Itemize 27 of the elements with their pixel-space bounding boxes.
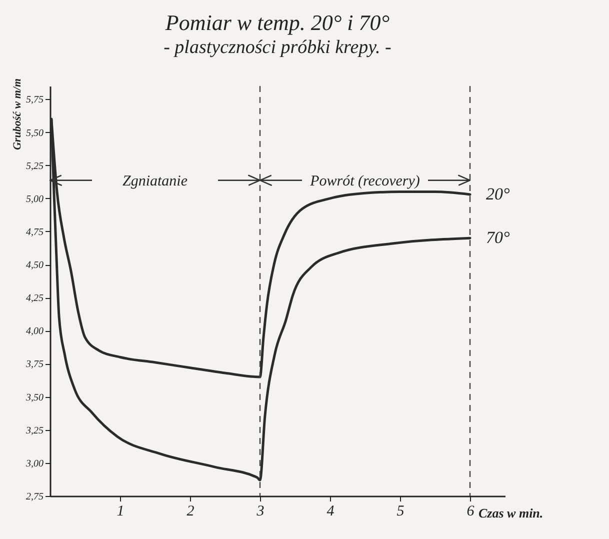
y-tick-label: 4,00 <box>26 326 44 338</box>
annotation: Powrót (recovery) <box>309 173 420 190</box>
y-tick-label: 3,50 <box>25 392 44 404</box>
y-tick-label: 4,75 <box>26 226 44 238</box>
y-tick-label: 5,25 <box>26 160 44 172</box>
y-tick-label: 5,00 <box>26 194 44 205</box>
x-tick-label: 5 <box>396 504 405 520</box>
y-tick-label: 2,75 <box>26 492 44 502</box>
x-axis-title: Czas w min. <box>478 506 544 520</box>
y-tick-label: 5,75 <box>26 94 44 106</box>
annotation: Zgniatanie <box>122 173 188 190</box>
series-label: 70° <box>486 228 510 248</box>
x-tick-label: 1 <box>116 504 124 520</box>
y-axis-title: Grubość w m/m <box>12 78 24 150</box>
x-tick-label: 4 <box>326 504 335 520</box>
chart-subtitle: - plastyczności próbki krepy. - <box>164 37 392 58</box>
x-tick-label: 6 <box>466 504 475 520</box>
x-tick-label: 3 <box>256 504 264 520</box>
y-tick-label: 3,00 <box>25 458 44 470</box>
y-tick-label: 3,75 <box>25 359 44 370</box>
y-tick-label: 4,50 <box>26 260 44 272</box>
chart-title: Pomiar w temp. 20° i 70° <box>164 10 390 35</box>
y-tick-label: 3,25 <box>25 425 44 436</box>
x-tick-label: 2 <box>186 504 195 520</box>
y-tick-label: 5,50 <box>26 128 44 139</box>
y-tick-label: 4,25 <box>26 293 44 304</box>
series-label: 20° <box>486 184 510 204</box>
